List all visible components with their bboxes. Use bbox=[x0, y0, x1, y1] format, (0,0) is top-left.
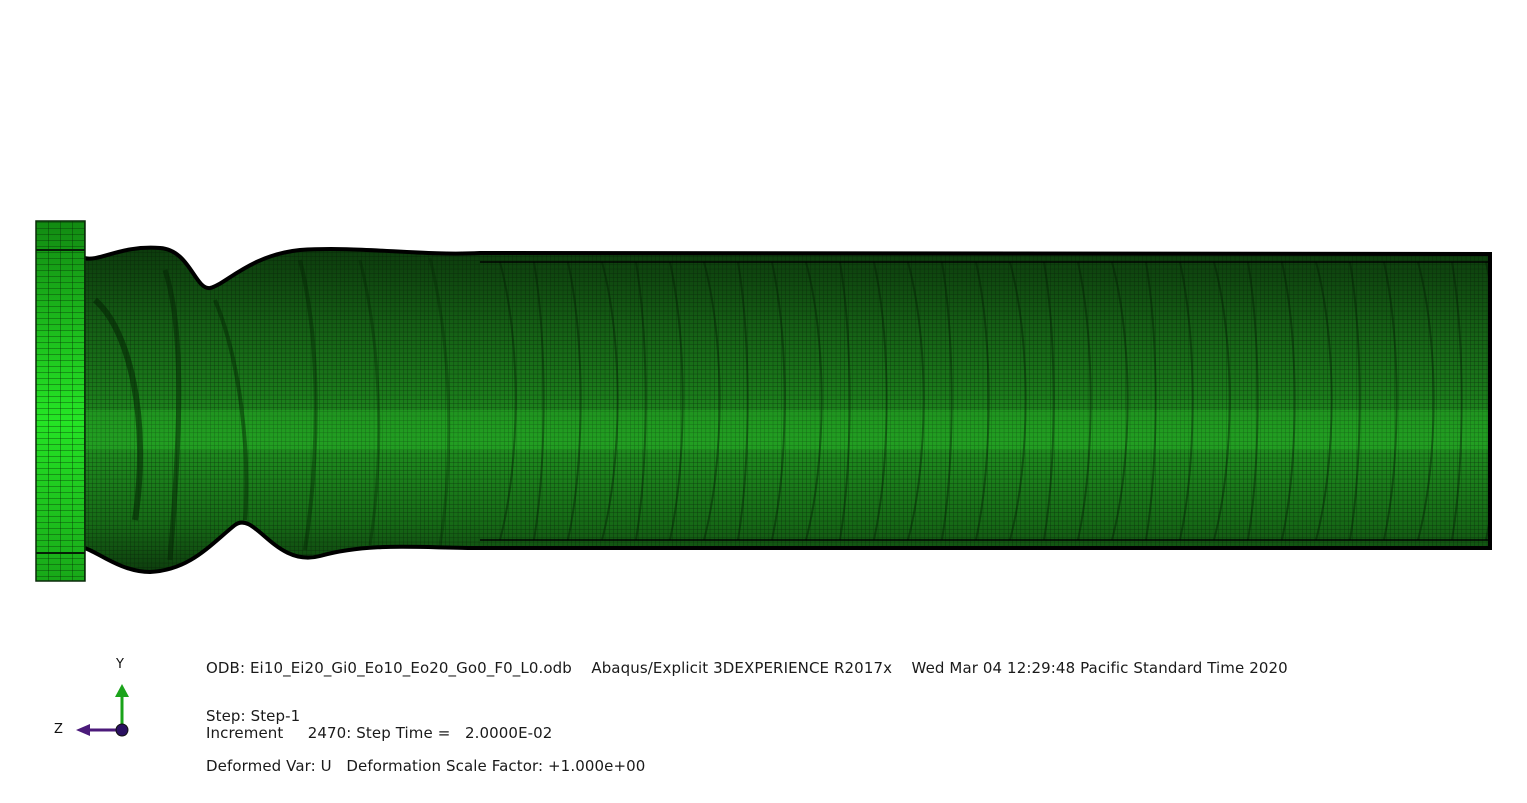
mesh-wrinkle-line bbox=[873, 261, 888, 541]
mesh-wrinkle-line bbox=[1281, 261, 1296, 541]
flange bbox=[35, 220, 86, 582]
mesh-wrinkle-line bbox=[567, 261, 582, 541]
mesh-wrinkle-line bbox=[1179, 261, 1194, 541]
mesh-wrinkle-line bbox=[1417, 261, 1435, 541]
mesh-wrinkle-line bbox=[941, 261, 953, 541]
mesh-wrinkle-line bbox=[975, 261, 990, 541]
mesh-wrinkle-line bbox=[1315, 261, 1333, 541]
mesh-wrinkle-line bbox=[1077, 261, 1092, 541]
mesh-wrinkle-line bbox=[907, 261, 925, 541]
mesh-wrinkle-line bbox=[669, 261, 684, 541]
triad-z-arrowhead bbox=[76, 724, 90, 736]
axis-triad bbox=[76, 684, 129, 737]
mesh-wrinkle-line bbox=[737, 261, 749, 541]
mesh-wrinkle-line bbox=[1145, 261, 1157, 541]
deformed-tube bbox=[83, 245, 1492, 575]
triad-y-arrowhead bbox=[115, 684, 129, 697]
mesh-wrinkle-line bbox=[1349, 261, 1361, 541]
mesh-wrinkle-line bbox=[1009, 261, 1027, 541]
mesh-wrinkle-line bbox=[805, 261, 823, 541]
mesh-wrinkle-line bbox=[1247, 261, 1259, 541]
triad-x-axis-dot bbox=[115, 723, 129, 737]
mesh-wrinkle-line bbox=[1043, 261, 1055, 541]
triad-z-label: Z bbox=[54, 722, 63, 737]
triad-y-label: Y bbox=[116, 657, 124, 672]
mesh-wrinkle-line bbox=[601, 261, 619, 541]
mesh-wrinkle-line bbox=[703, 261, 721, 541]
mesh-wrinkle-line bbox=[1383, 261, 1398, 541]
mesh-wrinkle-line bbox=[839, 261, 851, 541]
mesh-wrinkle-line bbox=[635, 261, 647, 541]
deformed-var-line: Deformed Var: U Deformation Scale Factor… bbox=[206, 757, 646, 775]
odb-info-line: ODB: Ei10_Ei20_Gi0_Eo10_Eo20_Go0_F0_L0.o… bbox=[206, 659, 1288, 677]
tube-outline bbox=[83, 245, 1492, 575]
mesh-wrinkle-line bbox=[499, 261, 517, 541]
tube-mesh bbox=[84, 247, 1490, 573]
mesh-wrinkle-line bbox=[771, 261, 786, 541]
mesh-wrinkle-line bbox=[1111, 261, 1129, 541]
mesh-wrinkle-line bbox=[1451, 261, 1463, 541]
increment-line: Increment 2470: Step Time = 2.0000E-02 bbox=[206, 724, 553, 742]
step-line: Step: Step-1 bbox=[206, 707, 301, 725]
mesh-wrinkle-line bbox=[533, 261, 545, 541]
mesh-wrinkle-line bbox=[1213, 261, 1231, 541]
